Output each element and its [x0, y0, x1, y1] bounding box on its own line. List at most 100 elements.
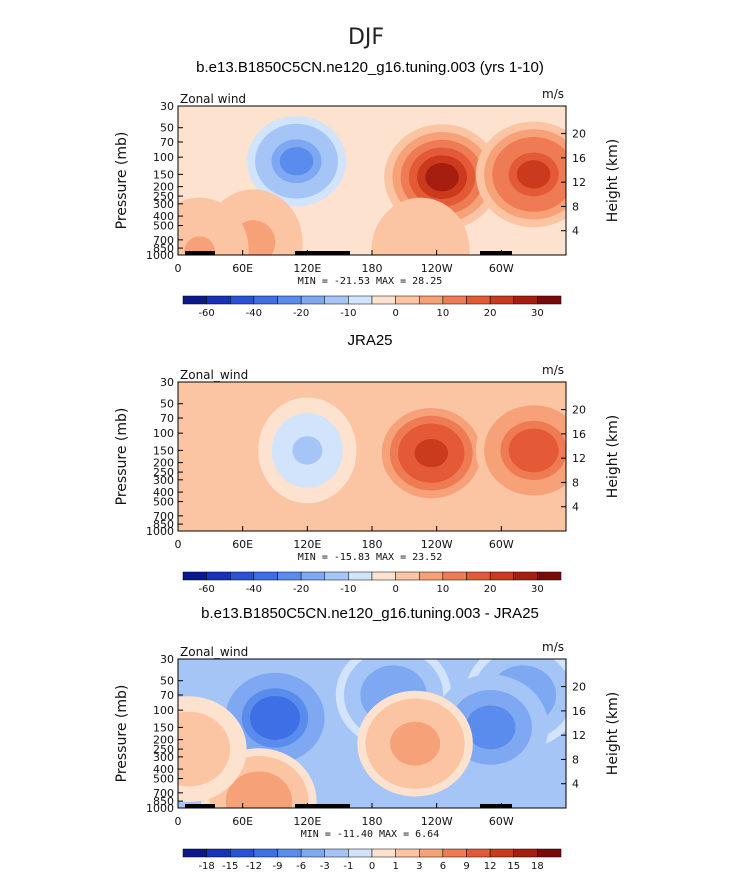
y2-tick-label: 8: [572, 476, 579, 489]
colorbar-swatch: [513, 848, 538, 858]
y-tick-label: 300: [153, 198, 174, 211]
units-label: m/s: [542, 87, 564, 101]
colorbar-label: -20: [293, 584, 309, 595]
colorbar-label: -9: [273, 861, 283, 872]
colorbar-label: 0: [392, 308, 398, 319]
y-tick-label: 50: [160, 675, 174, 688]
colorbar-swatch: [300, 295, 325, 305]
y2-tick-label: 20: [572, 681, 586, 694]
contour-band: [516, 160, 551, 189]
colorbar-swatch: [419, 295, 444, 305]
colorbar-label: -12: [246, 861, 262, 872]
colorbar-swatch: [182, 848, 207, 858]
y-tick-label: 100: [153, 704, 174, 717]
x-tick-label: 60E: [232, 815, 253, 828]
land-mask: [295, 804, 350, 808]
contour-band: [279, 147, 314, 176]
panels: b.e13.B1850C5CN.ne120_g16.tuning.003 (yr…: [114, 59, 621, 872]
y-tick-label: 850: [153, 242, 174, 255]
y-tick-label: 70: [160, 689, 174, 702]
y-tick-label: 300: [153, 751, 174, 764]
colorbar-swatch: [395, 848, 420, 858]
colorbar-swatch: [489, 848, 514, 858]
colorbar-swatch: [419, 848, 444, 858]
y2-axis-label: Height (km): [605, 692, 621, 775]
colorbar-swatch: [348, 571, 373, 581]
y2-tick-label: 4: [572, 225, 579, 238]
panel-title: b.e13.B1850C5CN.ne120_g16.tuning.003 (yr…: [196, 59, 544, 76]
colorbar-swatch: [395, 571, 420, 581]
colorbar-label: 18: [531, 861, 544, 872]
colorbar-swatch: [537, 848, 562, 858]
y2-tick-label: 20: [572, 404, 586, 417]
y-tick-label: 1000: [146, 525, 174, 538]
y-tick-label: 400: [153, 763, 174, 776]
x-tick-label: 0: [175, 262, 182, 275]
contour-field: [178, 659, 566, 808]
colorbar-swatch: [513, 571, 538, 581]
colorbar-label: -20: [293, 308, 309, 319]
land-mask: [480, 251, 512, 255]
colorbar-swatch: [466, 848, 491, 858]
y2-axis-label: Height (km): [605, 415, 621, 498]
chart-panel-1: b.e13.B1850C5CN.ne120_g16.tuning.003 (yr…: [114, 59, 621, 319]
y2-tick-label: 8: [572, 753, 579, 766]
colorbar-label: 0: [369, 861, 375, 872]
colorbar-swatch: [324, 571, 349, 581]
contour-band: [242, 786, 276, 808]
y-tick-label: 850: [153, 518, 174, 531]
colorbar-swatch: [253, 848, 278, 858]
colorbar-swatch: [371, 848, 396, 858]
y-tick-label: 30: [160, 376, 174, 389]
colorbar-swatch: [466, 295, 491, 305]
y-tick-label: 100: [153, 151, 174, 164]
y2-tick-label: 16: [572, 152, 586, 165]
colorbar-label: 20: [484, 584, 497, 595]
colorbar-swatch: [182, 571, 207, 581]
y-tick-label: 850: [153, 795, 174, 808]
colorbar-label: 15: [507, 861, 520, 872]
y-tick-label: 1000: [146, 249, 174, 262]
x-tick-label: 60E: [232, 262, 253, 275]
colorbar-swatch: [182, 295, 207, 305]
x-tick-label: 180: [362, 815, 383, 828]
colorbar-label: -60: [198, 308, 214, 319]
land-mask: [185, 251, 215, 255]
colorbar-label: 9: [463, 861, 469, 872]
colorbar-label: 30: [531, 308, 544, 319]
y-tick-label: 70: [160, 412, 174, 425]
colorbar-label: 10: [437, 308, 450, 319]
x-tick-label: 60W: [489, 815, 514, 828]
colorbar-label: -1: [343, 861, 353, 872]
x-tick-label: 120E: [293, 538, 321, 551]
colorbar-swatch: [442, 295, 467, 305]
y2-tick-label: 20: [572, 128, 586, 141]
y-tick-label: 500: [153, 773, 174, 786]
colorbar-label: 10: [437, 584, 450, 595]
y-tick-label: 300: [153, 474, 174, 487]
y-tick-label: 70: [160, 136, 174, 149]
colorbar-swatch: [348, 848, 373, 858]
y-tick-label: 500: [153, 496, 174, 509]
colorbar-swatch: [277, 848, 302, 858]
colorbar-label: -6: [296, 861, 306, 872]
contour-band: [178, 734, 206, 764]
colorbar-label: 6: [440, 861, 446, 872]
colorbar-label: -3: [320, 861, 330, 872]
contour-band: [258, 703, 292, 733]
contour-band: [184, 236, 215, 255]
contour-band: [473, 713, 508, 742]
contour-band: [405, 236, 436, 255]
colorbar-swatch: [419, 571, 444, 581]
colorbar-label: 12: [484, 861, 497, 872]
colorbar-swatch: [277, 295, 302, 305]
y-tick-label: 500: [153, 220, 174, 233]
variable-label: Zonal_wind: [180, 368, 248, 382]
variable-label: Zonal_wind: [180, 645, 248, 659]
colorbar-swatch: [277, 571, 302, 581]
contour-field: [178, 382, 566, 531]
contour-band: [516, 436, 551, 465]
colorbar-swatch: [371, 295, 396, 305]
colorbar-label: -60: [198, 584, 214, 595]
